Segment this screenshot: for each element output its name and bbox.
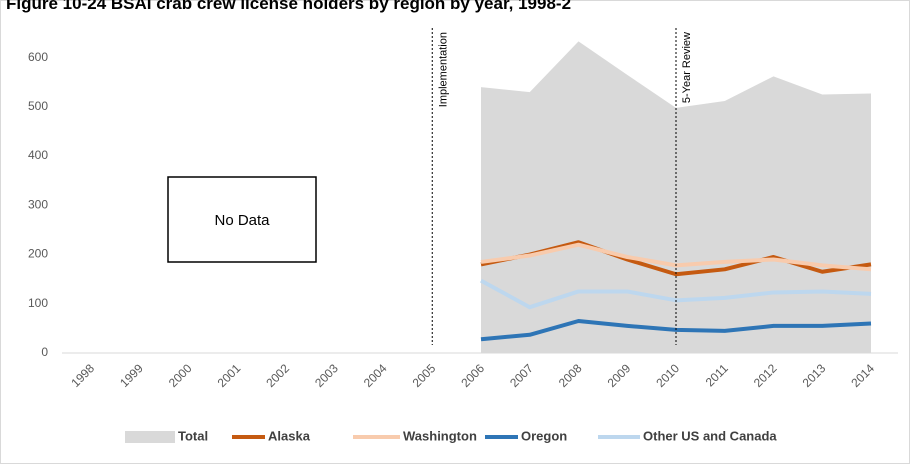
annotation-label: Implementation (437, 32, 449, 107)
x-tick-label: 2005 (410, 361, 439, 390)
x-tick-label: 2002 (263, 361, 292, 390)
legend-label: Other US and Canada (643, 428, 777, 443)
legend-swatch (125, 431, 175, 443)
y-tick-label: 200 (28, 247, 48, 261)
y-tick-label: 100 (28, 296, 48, 310)
x-tick-label: 2011 (703, 361, 731, 389)
x-tick-label: 2013 (800, 361, 829, 390)
y-tick-label: 600 (28, 50, 48, 64)
chart-title: Figure 10-24 BSAI crab crew license hold… (6, 0, 571, 13)
x-tick-label: 1998 (68, 361, 97, 390)
x-tick-label: 2000 (166, 361, 195, 390)
x-tick-label: 2009 (605, 361, 634, 390)
annotation-label: 5-Year Review (681, 32, 693, 103)
x-tick-label: 2012 (751, 361, 780, 390)
x-tick-label: 2010 (653, 361, 682, 390)
x-tick-label: 2007 (507, 361, 536, 390)
legend-label: Washington (403, 428, 477, 443)
no-data-box (167, 176, 317, 263)
y-tick-label: 400 (28, 148, 48, 162)
x-tick-label: 2014 (848, 361, 877, 390)
x-tick-label: 1999 (117, 361, 146, 390)
y-tick-label: 0 (41, 345, 48, 359)
x-tick-label: 2001 (215, 361, 244, 390)
x-tick-label: 2004 (361, 361, 390, 390)
x-tick-label: 2003 (312, 361, 341, 390)
no-data-label: No Data (214, 212, 270, 229)
legend-label: Oregon (521, 428, 567, 443)
y-tick-label: 500 (28, 99, 48, 113)
x-tick-label: 2008 (556, 361, 585, 390)
x-tick-label: 2006 (458, 361, 487, 390)
legend-label: Total (178, 428, 208, 443)
legend-label: Alaska (268, 428, 311, 443)
y-tick-label: 300 (28, 197, 48, 211)
